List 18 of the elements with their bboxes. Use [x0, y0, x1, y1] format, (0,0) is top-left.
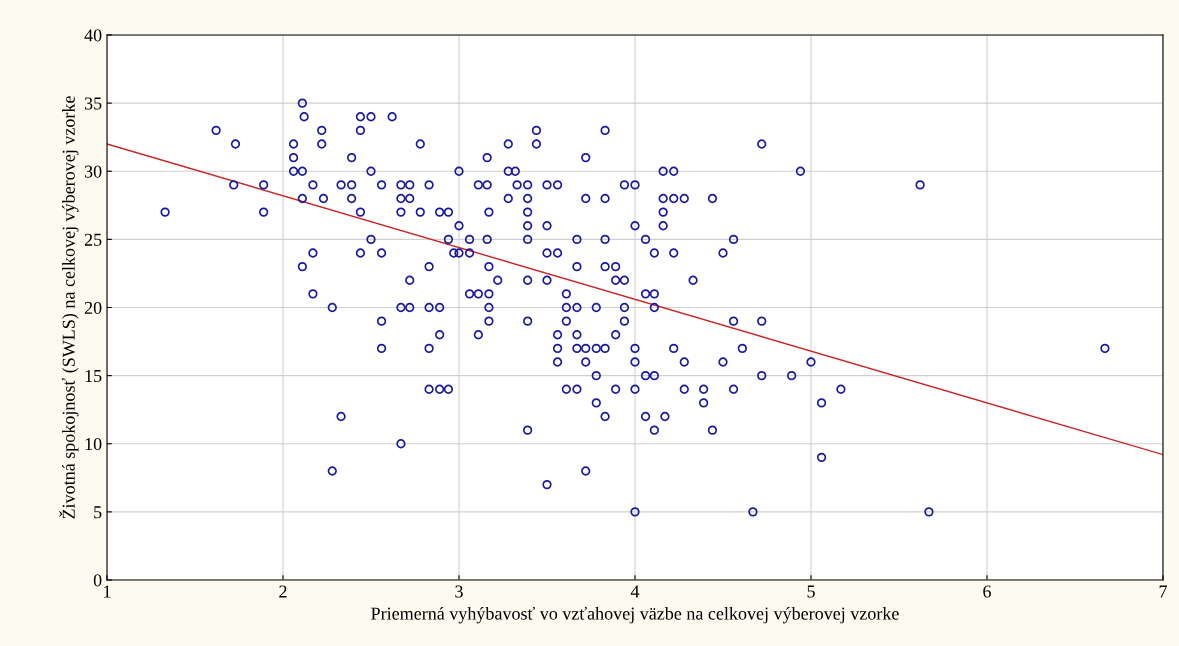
y-tick-label: 20: [84, 301, 102, 314]
x-axis-title: Priemerná vyhýbavosť vo vzťahovej väzbe na celkovej výberovej vzorke: [371, 606, 899, 624]
y-tick-label: 10: [85, 438, 102, 451]
y-tick-label: 5: [94, 506, 102, 519]
y-tick-label: 0: [93, 574, 102, 587]
y-tick-label: 15: [85, 369, 102, 383]
y-tick-label: 25: [84, 233, 102, 246]
x-tick-label: 2: [279, 585, 287, 598]
y-tick-label: 30: [84, 165, 102, 178]
x-tick-label: 6: [983, 585, 991, 598]
y-tick-label: 40: [84, 29, 102, 42]
x-tick-label: 3: [455, 585, 463, 598]
y-tick-label: 35: [84, 97, 102, 110]
x-tick-label: 1: [104, 585, 111, 598]
y-axis-title: Životná spokojnosť (SWLS) na celkovej výberovej vzorke: [59, 96, 79, 519]
x-tick-label: 4: [630, 585, 640, 598]
x-tick-label: 7: [1159, 585, 1167, 598]
x-tick-label: 5: [807, 585, 815, 598]
